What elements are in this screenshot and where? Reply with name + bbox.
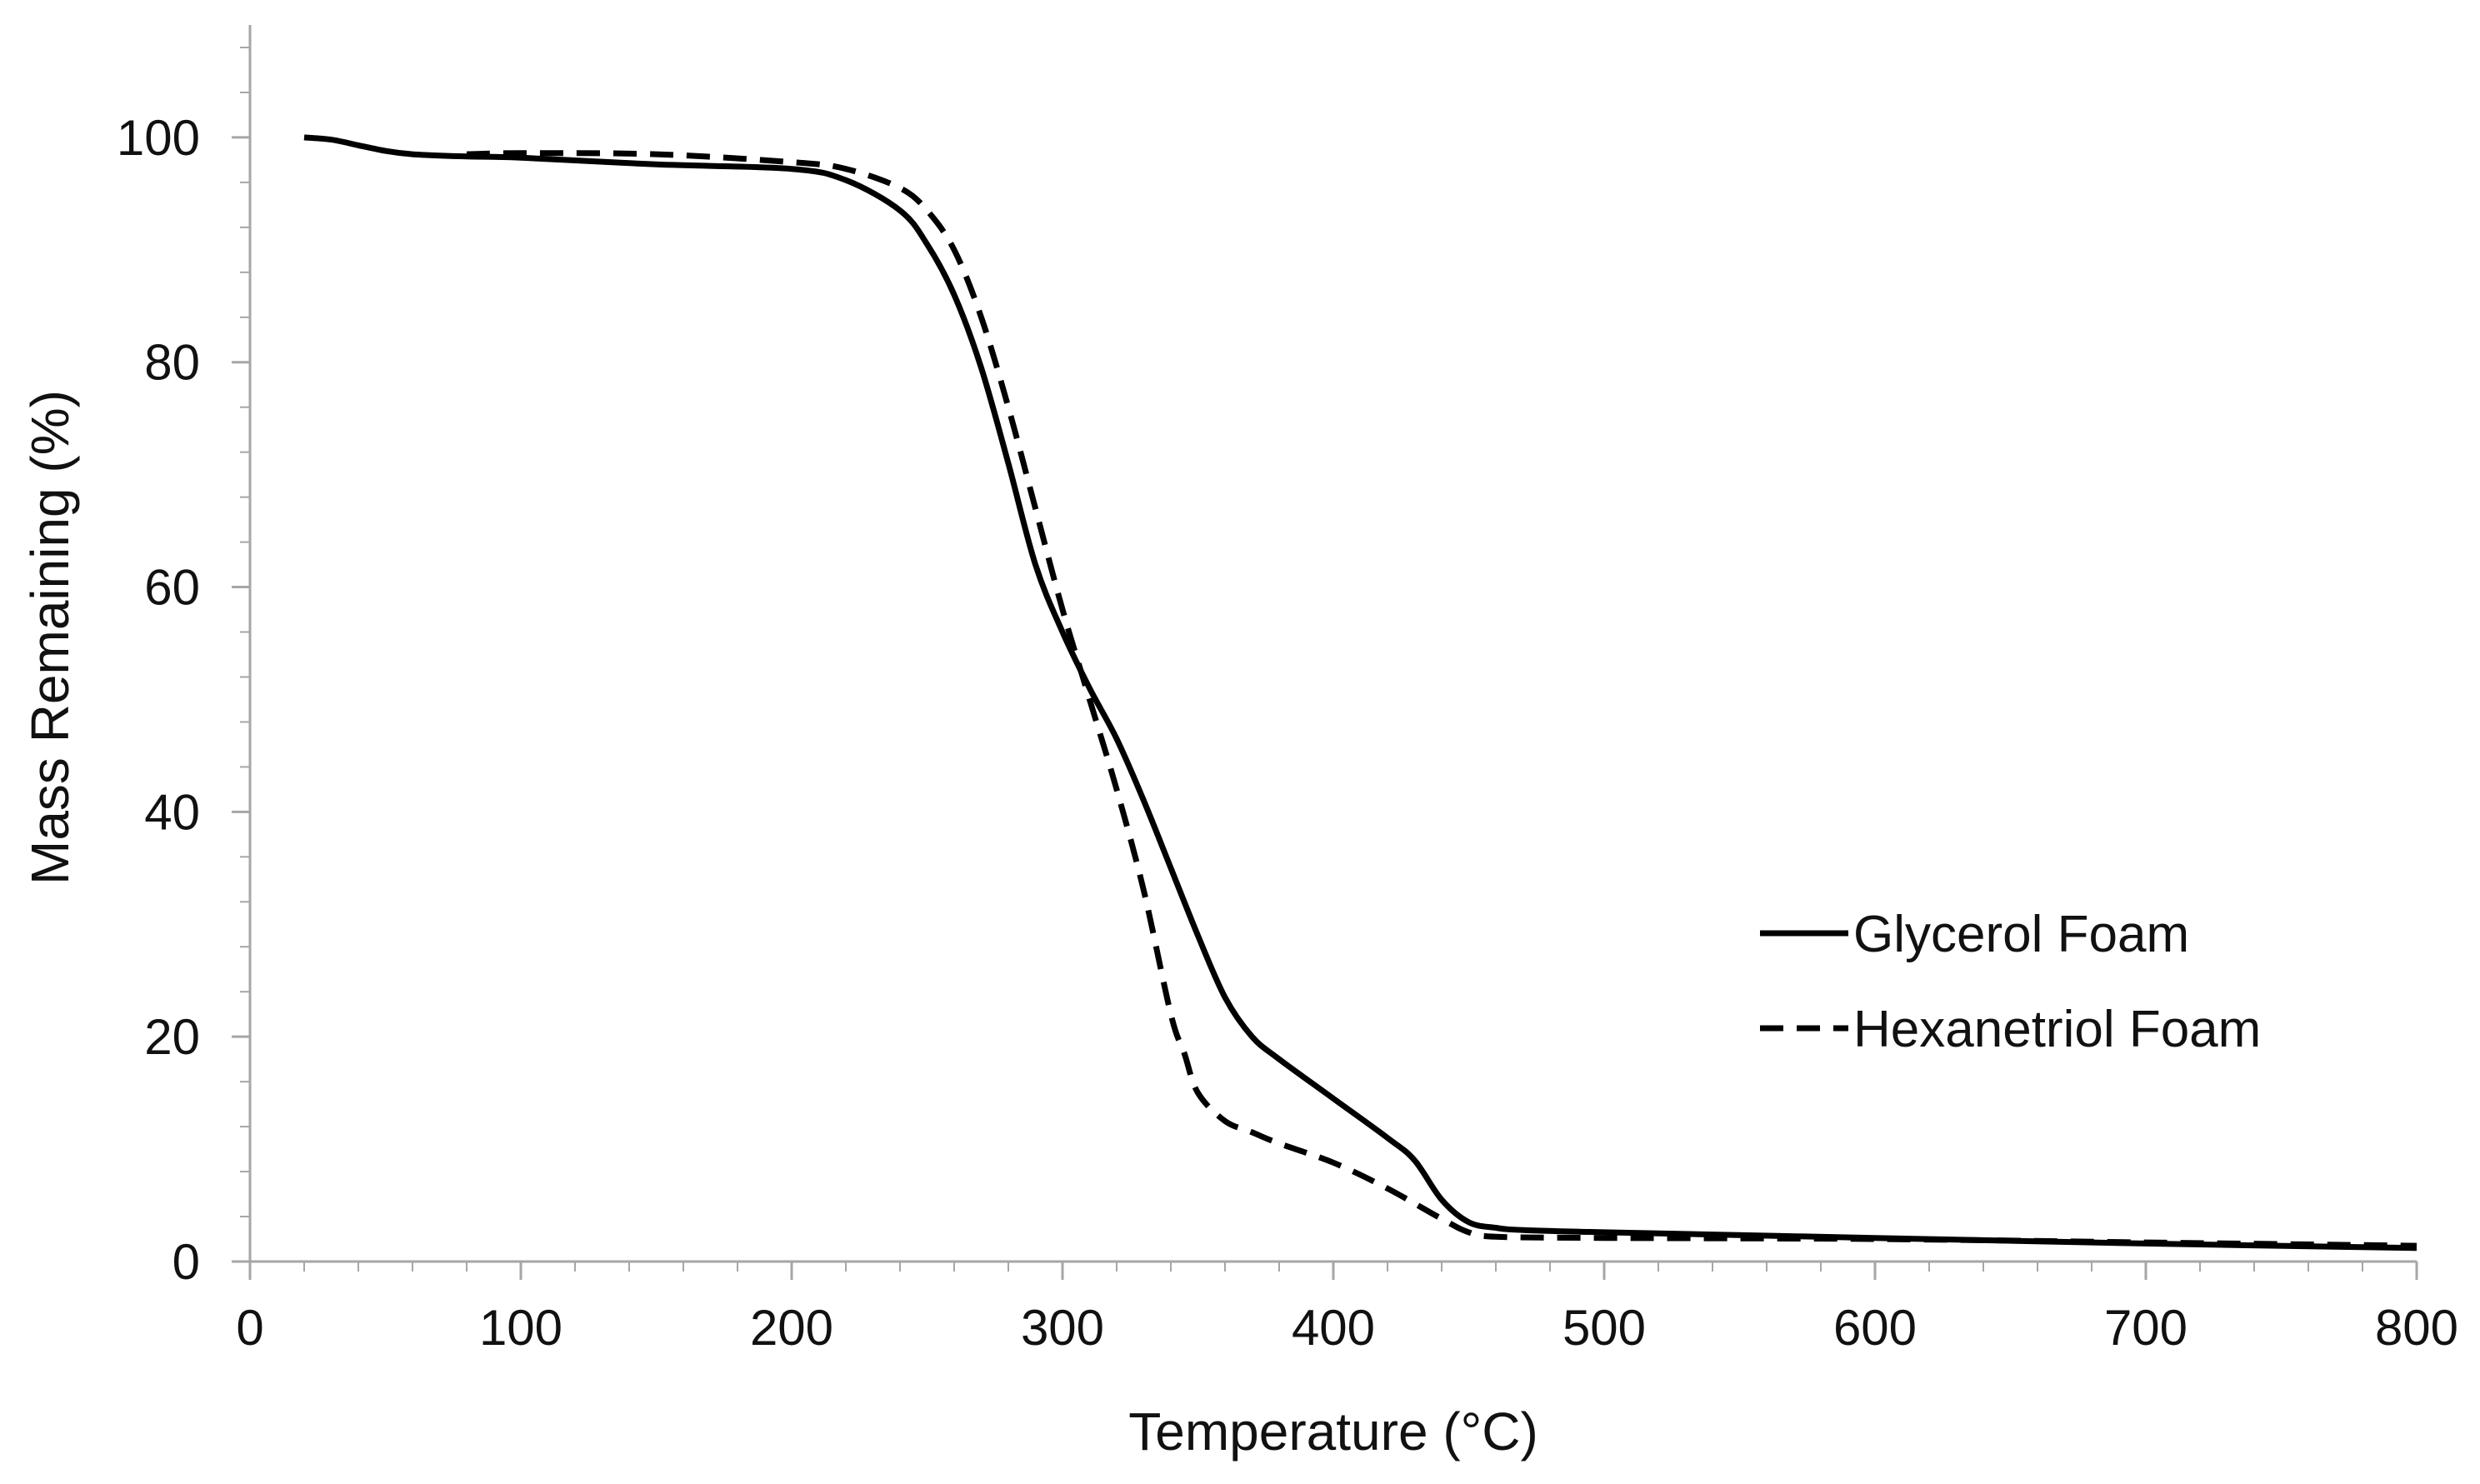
minor-ticks <box>240 46 2363 1272</box>
x-tick-label: 200 <box>750 1300 833 1356</box>
y-tick-label: 80 <box>144 335 200 391</box>
x-axis-title: Temperature (°C) <box>1128 1402 1538 1462</box>
y-tick-label: 100 <box>117 110 200 166</box>
y-axis-title: Mass Remaining (%) <box>20 390 80 885</box>
x-tick-label: 400 <box>1292 1300 1375 1356</box>
series-layer <box>303 134 2418 1252</box>
x-tick-label: 0 <box>236 1300 263 1356</box>
x-tick-labels: 0 100 200 300 400 500 600 700 800 <box>236 1300 2458 1356</box>
y-tick-label: 0 <box>172 1234 200 1290</box>
y-tick-label: 60 <box>144 560 200 616</box>
x-tick-label: 300 <box>1021 1300 1104 1356</box>
x-tick-label: 500 <box>1562 1300 1646 1356</box>
series-line-glycerol-foam <box>303 134 2418 1252</box>
y-tick-labels: 0 20 40 60 80 100 <box>117 110 200 1290</box>
x-tick-label: 600 <box>1833 1300 1917 1356</box>
legend-label-glycerol-foam: Glycerol Foam <box>1853 906 2189 963</box>
major-ticks <box>232 136 2418 1280</box>
x-tick-label: 700 <box>2104 1300 2188 1356</box>
series-line-hexanetriol-foam <box>466 150 2418 1249</box>
x-tick-label: 100 <box>479 1300 562 1356</box>
y-tick-label: 20 <box>144 1009 200 1065</box>
y-tick-label: 40 <box>144 784 200 840</box>
legend: Glycerol Foam Hexanetriol Foam <box>1760 906 2261 1058</box>
legend-label-hexanetriol-foam: Hexanetriol Foam <box>1853 1001 2261 1058</box>
x-tick-label: 800 <box>2375 1300 2458 1356</box>
